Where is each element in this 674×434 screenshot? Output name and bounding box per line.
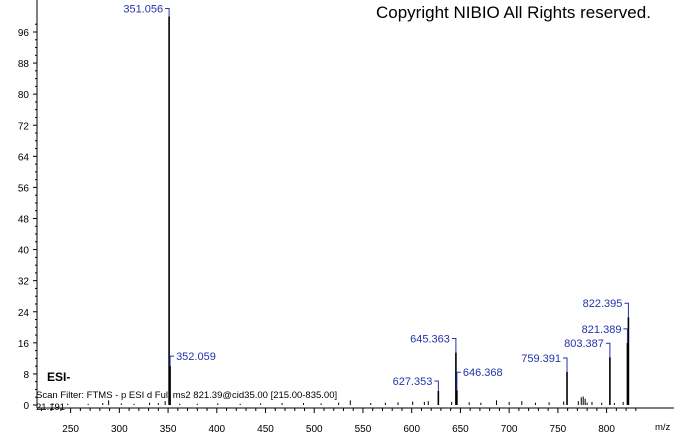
ion-mode-label: ESI- [47, 370, 71, 384]
x-tick-label: 700 [501, 424, 518, 434]
y-tick-label: 72 [18, 121, 30, 132]
y-tick-label: 32 [18, 277, 30, 288]
y-tick-label: 88 [18, 59, 30, 70]
y-tick-label: 24 [18, 308, 30, 319]
x-tick-label: 300 [111, 424, 128, 434]
x-tick-label: 650 [452, 424, 469, 434]
peak-label: 646.368 [463, 367, 503, 379]
y-tick-label: 8 [23, 370, 29, 381]
x-tick-label: 450 [257, 424, 274, 434]
y-tick-label: 16 [18, 339, 30, 350]
peak-labels: 351.056 352.059 627.353 645.363 646.368 759.3… [123, 3, 629, 392]
scan-filter-text: Scan Filter: FTMS - p ESI d Full ms2 821… [36, 390, 338, 401]
peak-label: 352.059 [176, 351, 216, 363]
peak-label-connector [623, 328, 628, 343]
peak-label: 645.363 [410, 334, 450, 346]
y-tick-label: 64 [18, 152, 30, 163]
y-axis-ticks: 0 8 16 24 32 40 48 56 64 72 80 88 96 [18, 23, 37, 412]
peak-label: 803.387 [564, 338, 604, 350]
peak-label-connector [434, 380, 439, 392]
x-tick-label: 250 [62, 424, 79, 434]
peak-label-connector [624, 302, 629, 318]
peak-label-connector [165, 7, 170, 17]
x-tick-label: 800 [598, 424, 615, 434]
peak-label: 759.391 [521, 353, 561, 365]
x-axis-unit: m/z [655, 422, 671, 433]
x-tick-label: 750 [550, 424, 567, 434]
x-tick-label: 400 [208, 424, 225, 434]
y-tick-label: 56 [18, 183, 30, 194]
peak-label: 351.056 [123, 3, 163, 15]
y-tick-label: 96 [18, 28, 30, 39]
peak-label: 822.395 [583, 298, 623, 310]
x-tick-label: 600 [403, 424, 420, 434]
x-tick-label: 500 [306, 424, 323, 434]
peak-label: 821.389 [582, 324, 622, 336]
x-axis-ticks: 250 300 350 400 450 500 550 600 650 700 750 800 [40, 408, 637, 434]
copyright-notice: Copyright NIBIO All Rights reserved. [376, 3, 651, 22]
y-tick-label: 80 [18, 90, 30, 101]
spectrum-peaks [52, 16, 630, 405]
peak-label: 627.353 [393, 376, 433, 388]
x-tick-label: 350 [160, 424, 177, 434]
peak-label-connector [169, 355, 175, 367]
y-tick-label: 48 [18, 215, 30, 226]
y-tick-label: 40 [18, 246, 30, 257]
retention-time-label: 21.191 [36, 402, 66, 413]
peak-label-connector [605, 342, 611, 358]
peak-label-connector [563, 357, 568, 372]
y-tick-label: 0 [23, 401, 29, 412]
peak-label-connector [451, 338, 457, 353]
peak-label-connector [456, 371, 461, 391]
x-tick-label: 550 [355, 424, 372, 434]
